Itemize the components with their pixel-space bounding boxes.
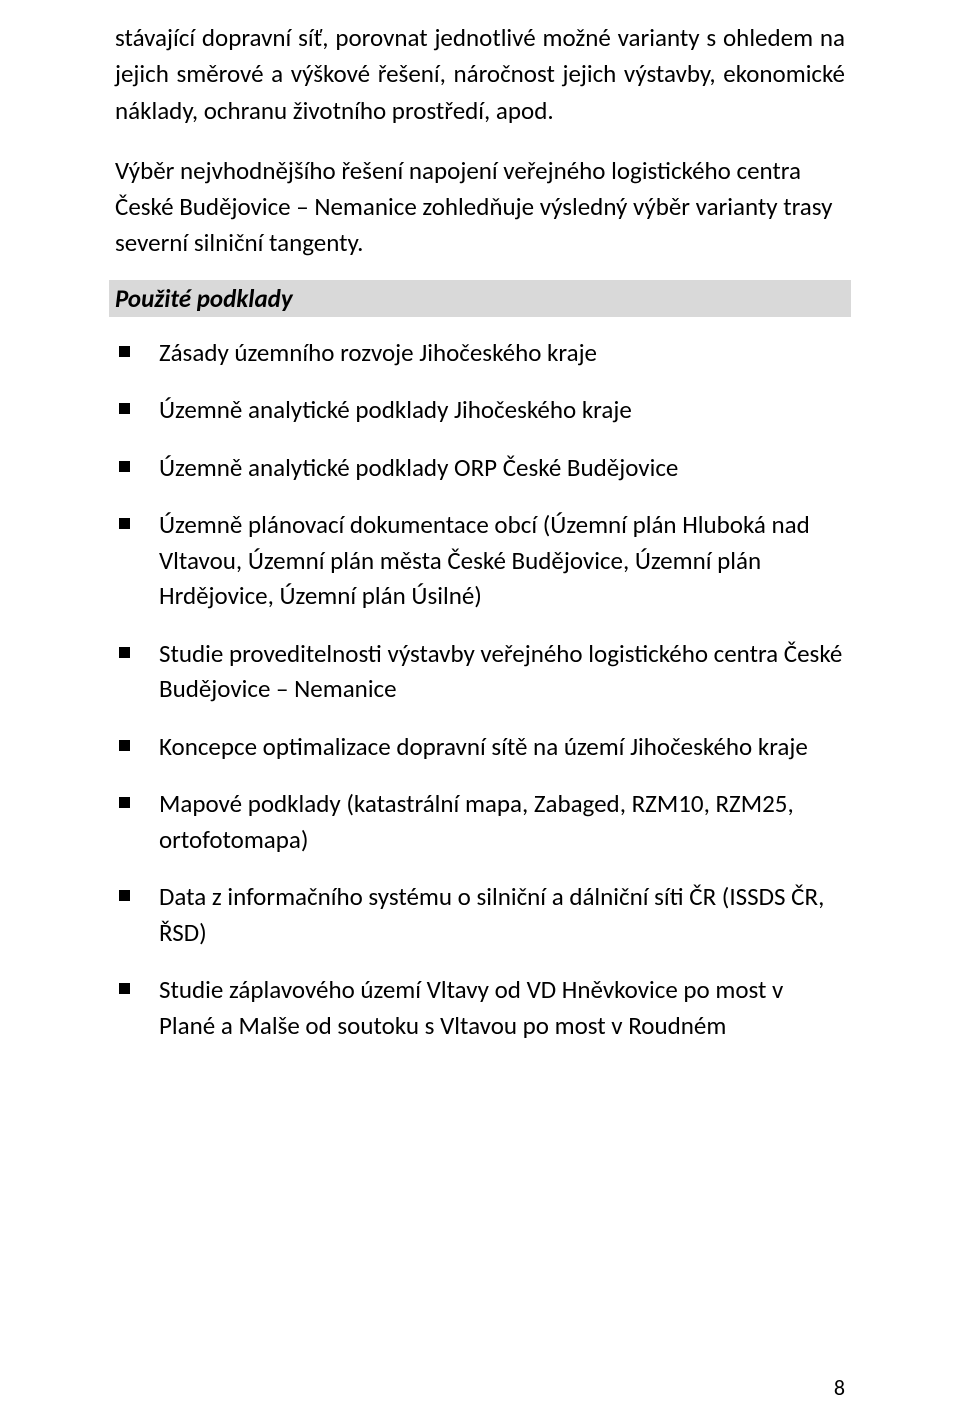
list-item: Studie proveditelnosti výstavby veřejnéh… xyxy=(115,636,845,707)
list-item: Koncepce optimalizace dopravní sítě na ú… xyxy=(115,729,845,765)
list-item: Územně plánovací dokumentace obcí (Územn… xyxy=(115,507,845,614)
list-item: Mapové podklady (katastrální mapa, Zabag… xyxy=(115,786,845,857)
body-paragraph: stávající dopravní síť, porovnat jednotl… xyxy=(115,20,845,129)
bullet-list: Zásady územního rozvoje Jihočeského kraj… xyxy=(115,335,845,1044)
list-item: Územně analytické podklady ORP České Bud… xyxy=(115,450,845,486)
list-item: Studie záplavového území Vltavy od VD Hn… xyxy=(115,972,845,1043)
list-item: Územně analytické podklady Jihočeského k… xyxy=(115,392,845,428)
section-heading: Použité podklady xyxy=(109,280,851,317)
list-item: Data z informačního systému o silniční a… xyxy=(115,879,845,950)
page-number: 8 xyxy=(834,1374,845,1401)
body-paragraph: Výběr nejvhodnějšího řešení napojení veř… xyxy=(115,153,845,262)
list-item: Zásady územního rozvoje Jihočeského kraj… xyxy=(115,335,845,371)
document-page: stávající dopravní síť, porovnat jednotl… xyxy=(0,0,960,1427)
